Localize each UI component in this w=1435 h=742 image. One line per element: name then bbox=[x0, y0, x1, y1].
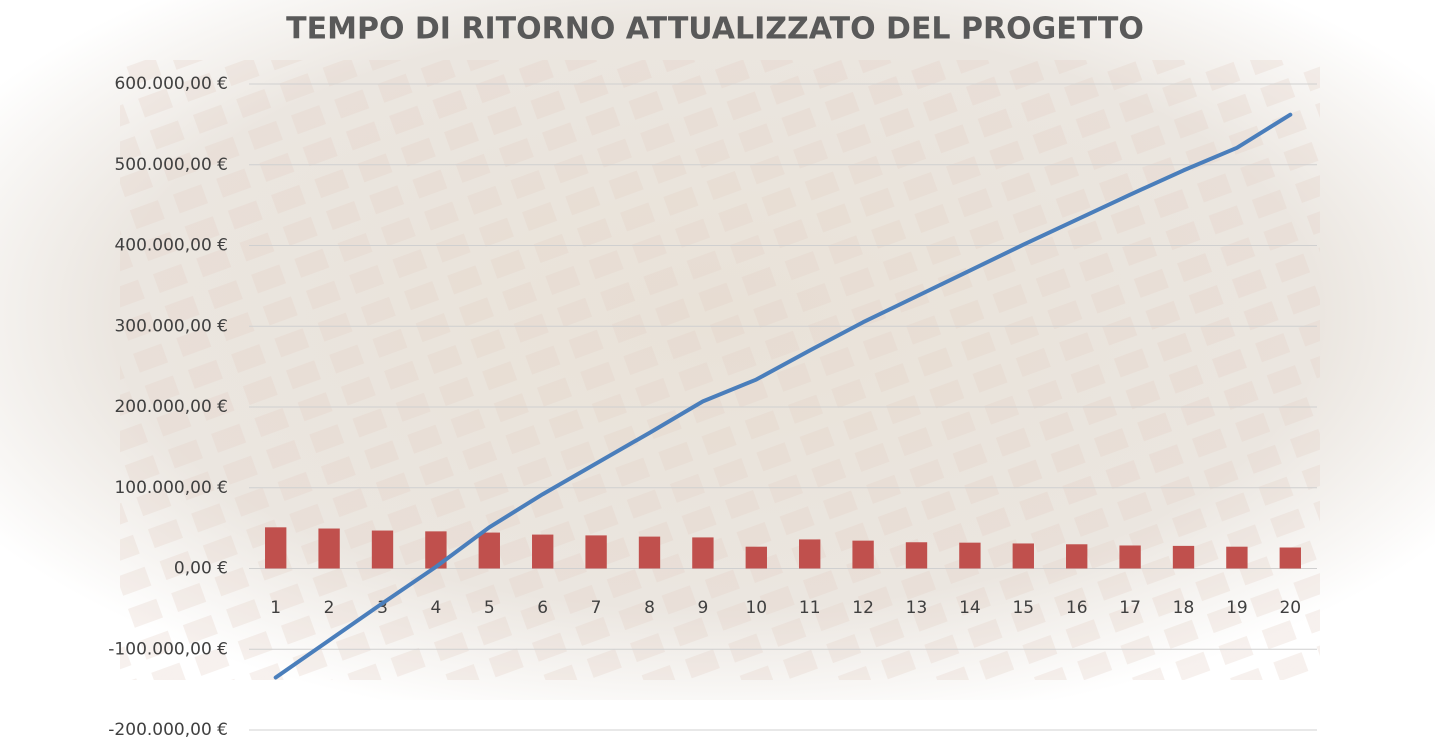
bar bbox=[532, 535, 553, 569]
chart-title: TEMPO DI RITORNO ATTUALIZZATO DEL PROGET… bbox=[286, 12, 1144, 47]
bar bbox=[1173, 546, 1194, 569]
x-tick-label: 19 bbox=[1226, 598, 1248, 618]
y-tick-label: 300.000,00 € bbox=[114, 316, 228, 336]
bar bbox=[692, 537, 713, 568]
x-tick-label: 1 bbox=[270, 598, 281, 618]
bar bbox=[906, 542, 927, 568]
x-tick-label: 14 bbox=[959, 598, 981, 618]
bar bbox=[1066, 544, 1087, 568]
x-tick-label: 7 bbox=[591, 598, 602, 618]
bar bbox=[1013, 543, 1034, 568]
x-tick-label: 12 bbox=[852, 598, 874, 618]
x-tick-label: 17 bbox=[1119, 598, 1141, 618]
background-texture bbox=[120, 60, 1320, 680]
bar bbox=[479, 533, 500, 569]
y-tick-label: 600.000,00 € bbox=[114, 74, 228, 94]
x-tick-label: 8 bbox=[644, 598, 655, 618]
y-tick-label: 500.000,00 € bbox=[114, 155, 228, 175]
x-tick-label: 5 bbox=[484, 598, 495, 618]
y-tick-label: 400.000,00 € bbox=[114, 236, 228, 256]
y-tick-label: 0,00 € bbox=[174, 559, 228, 579]
x-tick-label: 20 bbox=[1279, 598, 1301, 618]
y-tick-label: 200.000,00 € bbox=[114, 397, 228, 417]
x-tick-label: 11 bbox=[799, 598, 821, 618]
y-tick-label: -100.000,00 € bbox=[108, 639, 228, 659]
bar bbox=[318, 529, 339, 569]
bar bbox=[959, 543, 980, 569]
bar bbox=[799, 539, 820, 568]
bar bbox=[1280, 548, 1301, 569]
x-tick-label: 10 bbox=[745, 598, 767, 618]
bar bbox=[372, 531, 393, 569]
bar bbox=[746, 547, 767, 569]
x-tick-label: 16 bbox=[1066, 598, 1088, 618]
chart: TEMPO DI RITORNO ATTUALIZZATO DEL PROGET… bbox=[0, 0, 1435, 742]
y-tick-label: 100.000,00 € bbox=[114, 478, 228, 498]
x-tick-label: 18 bbox=[1173, 598, 1195, 618]
x-tick-label: 15 bbox=[1012, 598, 1034, 618]
x-tick-label: 4 bbox=[430, 598, 441, 618]
bar bbox=[265, 527, 286, 568]
bar bbox=[1119, 545, 1140, 568]
bar bbox=[1226, 547, 1247, 569]
y-tick-label: -200.000,00 € bbox=[108, 720, 228, 740]
x-tick-label: 13 bbox=[906, 598, 928, 618]
bar bbox=[585, 535, 606, 568]
bar bbox=[639, 537, 660, 569]
x-tick-label: 2 bbox=[324, 598, 335, 618]
x-tick-label: 6 bbox=[537, 598, 548, 618]
bar bbox=[852, 541, 873, 569]
x-tick-label: 9 bbox=[697, 598, 708, 618]
